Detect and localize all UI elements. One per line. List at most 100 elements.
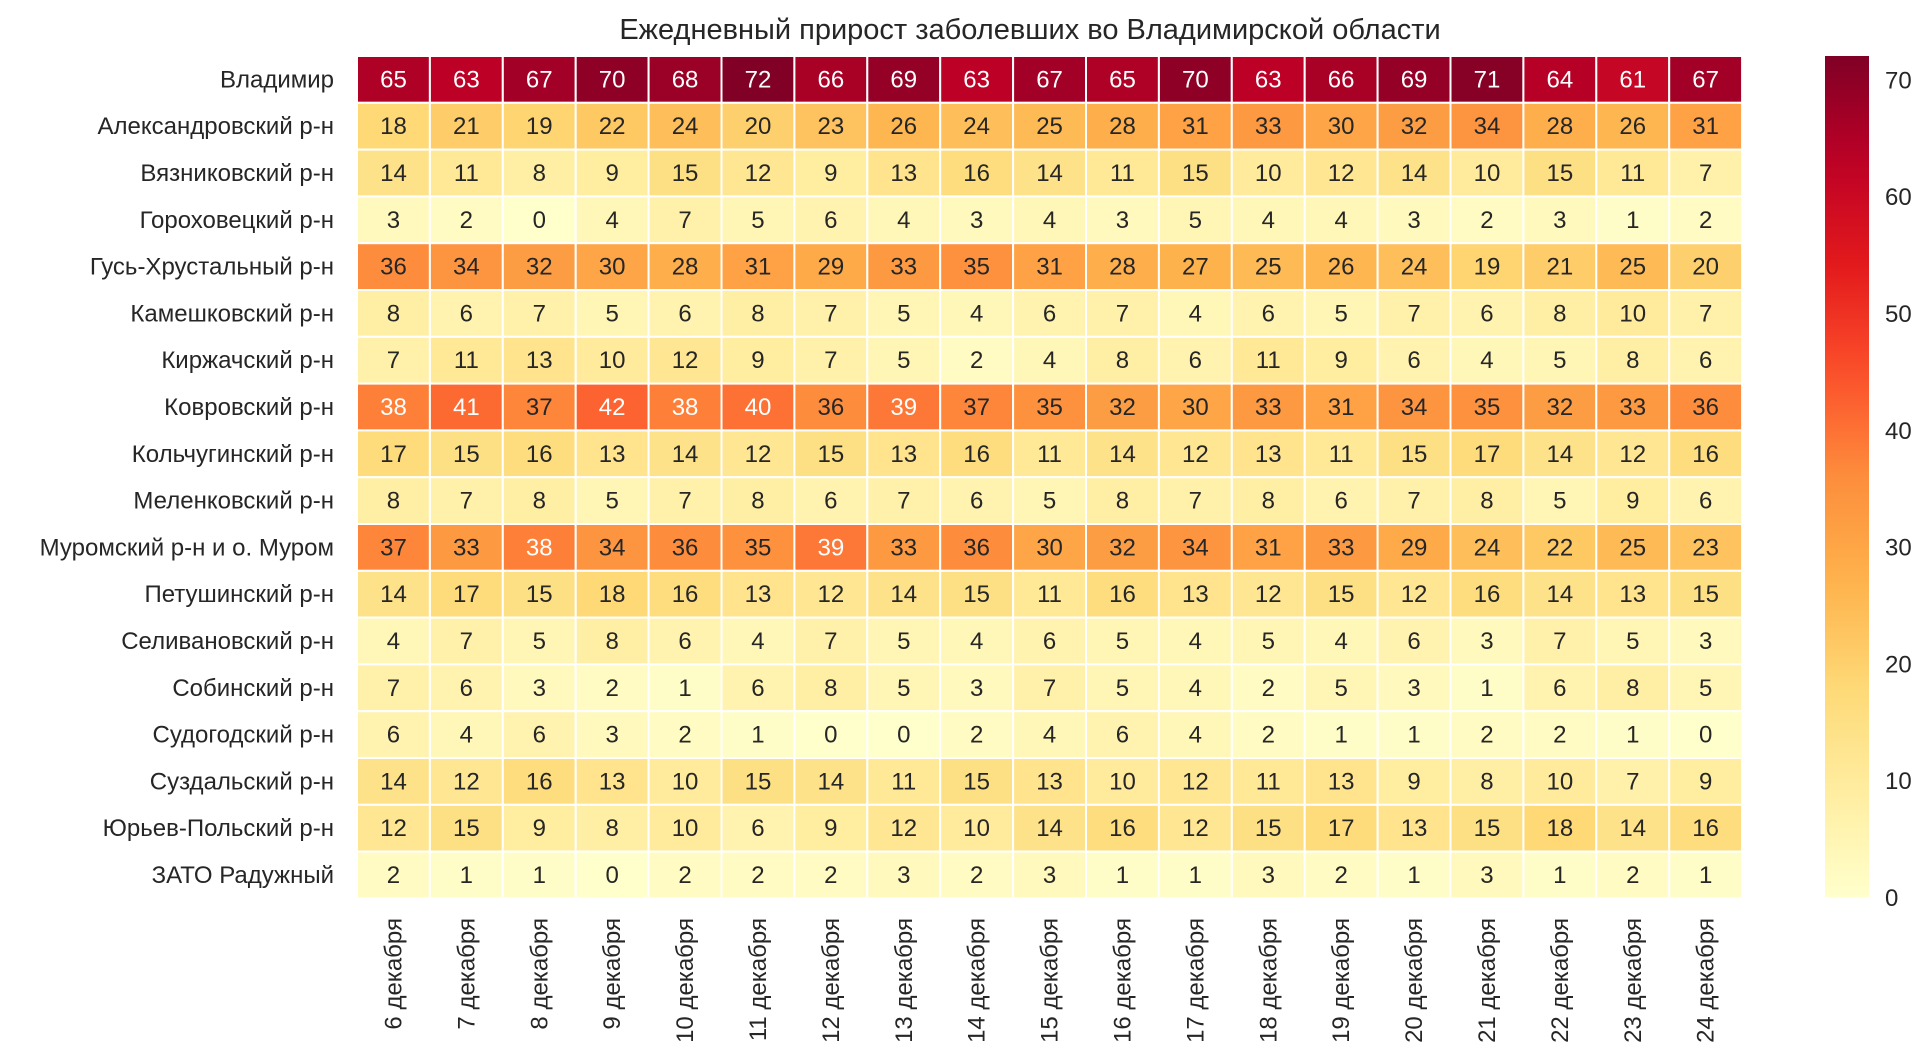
cell-value-label: 6	[1553, 675, 1566, 702]
cell-value-label: 13	[599, 768, 626, 795]
cell-value-label: 27	[1182, 254, 1209, 281]
cell-value-label: 4	[1262, 207, 1275, 234]
heatmap-cell	[574, 101, 650, 151]
heatmap-cell	[428, 663, 504, 713]
cell-value-label: 1	[460, 862, 473, 889]
cell-value-label: 23	[1692, 534, 1719, 561]
cell-value-label: 13	[890, 441, 917, 468]
heatmap-cell	[1157, 242, 1233, 291]
cell-value-label: 32	[1109, 394, 1136, 421]
cell-value-label: 6	[678, 628, 691, 655]
heatmap-cell	[501, 101, 577, 151]
cell-value-label: 10	[672, 815, 699, 842]
cell-value-label: 1	[1626, 207, 1639, 234]
cell-value-label: 26	[890, 113, 917, 140]
cell-value-label: 17	[1474, 441, 1501, 468]
cell-value-label: 30	[1036, 534, 1063, 561]
cell-value-label: 6	[751, 815, 764, 842]
cell-value-label: 37	[526, 394, 553, 421]
heatmap-cell	[1522, 523, 1598, 572]
cell-value-label: 10	[1474, 160, 1501, 187]
heatmap-cell	[1303, 803, 1379, 853]
cell-value-label: 1	[1189, 862, 1202, 889]
cell-value-label: 9	[605, 160, 618, 187]
heatmap-cell	[1230, 569, 1306, 619]
heatmap-cell	[866, 616, 942, 666]
heatmap-cell	[939, 569, 1015, 619]
cell-value-label: 7	[460, 628, 473, 655]
heatmap-cell	[1668, 335, 1744, 385]
cell-value-label: 1	[533, 862, 546, 889]
cell-value-label: 24	[1401, 254, 1428, 281]
cell-value-label: 8	[1116, 347, 1129, 374]
cell-value-label: 11	[1256, 347, 1281, 374]
heatmap-cell	[501, 429, 577, 479]
heatmap-cell	[939, 523, 1015, 572]
cell-value-label: 16	[672, 581, 699, 608]
heatmap-cell	[1668, 429, 1744, 479]
heatmap-cell	[720, 757, 796, 806]
cell-value-label: 3	[387, 207, 400, 234]
cell-value-label: 6	[824, 488, 837, 515]
cell-value-label: 33	[1328, 534, 1355, 561]
heatmap-cell	[1085, 195, 1160, 245]
heatmap-cell	[1303, 757, 1379, 806]
heatmap-cell	[647, 523, 723, 572]
cell-value-label: 24	[672, 113, 699, 140]
heatmap-cell	[720, 55, 796, 104]
heatmap-cell	[720, 335, 796, 385]
heatmap-cell	[647, 242, 723, 291]
cell-value-label: 30	[1328, 113, 1355, 140]
row-label: Александровский р-н	[98, 113, 334, 140]
cell-value-label: 12	[380, 815, 407, 842]
heatmap-cell	[1595, 335, 1671, 385]
cell-value-label: 4	[1189, 628, 1202, 655]
cell-value-label: 5	[1116, 675, 1129, 702]
cell-value-label: 10	[1109, 768, 1136, 795]
cell-value-label: 15	[745, 768, 772, 795]
row-label: Владимир	[220, 66, 334, 93]
cell-value-label: 15	[1182, 160, 1209, 187]
row-label: Юрьев-Польский р-н	[103, 815, 334, 842]
heatmap-cell	[428, 335, 504, 385]
cell-value-label: 4	[1334, 628, 1347, 655]
cell-value-label: 5	[897, 628, 910, 655]
row-label: Меленковский р-н	[133, 488, 334, 515]
cell-value-label: 16	[963, 441, 990, 468]
cell-value-label: 6	[1480, 300, 1493, 327]
heatmap-cell	[1595, 710, 1671, 760]
column-label: 22 декабря	[1547, 918, 1574, 1043]
cell-value-label: 6	[1189, 347, 1202, 374]
cell-value-label: 8	[533, 160, 546, 187]
cell-value-label: 32	[1109, 534, 1136, 561]
heatmap-cell	[1303, 382, 1379, 432]
cell-value-label: 12	[1255, 581, 1282, 608]
heatmap-cell	[866, 850, 942, 900]
cell-value-label: 4	[1189, 675, 1202, 702]
column-label: 6 декабря	[380, 918, 407, 1030]
cell-value-label: 24	[963, 113, 990, 140]
cell-value-label: 38	[380, 394, 407, 421]
cell-value-label: 13	[890, 160, 917, 187]
cell-value-label: 16	[963, 160, 990, 187]
heatmap-cell	[1449, 429, 1525, 479]
cell-value-label: 6	[824, 207, 837, 234]
heatmap-cell	[1157, 55, 1233, 104]
cell-value-label: 8	[824, 675, 837, 702]
heatmap-cell	[1012, 101, 1087, 151]
cell-value-label: 15	[1546, 160, 1573, 187]
cell-value-label: 36	[1692, 394, 1719, 421]
cell-value-label: 11	[1329, 441, 1354, 468]
cell-value-label: 16	[1692, 441, 1719, 468]
cell-value-label: 3	[533, 675, 546, 702]
cell-value-label: 2	[970, 722, 983, 749]
column-label: 17 декабря	[1182, 918, 1209, 1043]
cell-value-label: 8	[1262, 488, 1275, 515]
cell-value-label: 36	[817, 394, 844, 421]
cell-value-label: 9	[1699, 768, 1712, 795]
cell-value-label: 3	[1699, 628, 1712, 655]
cell-value-label: 7	[1699, 300, 1712, 327]
row-label: Камешковский р-н	[130, 300, 334, 327]
heatmap-cell	[1668, 242, 1744, 291]
heatmap-cell	[1449, 148, 1525, 198]
